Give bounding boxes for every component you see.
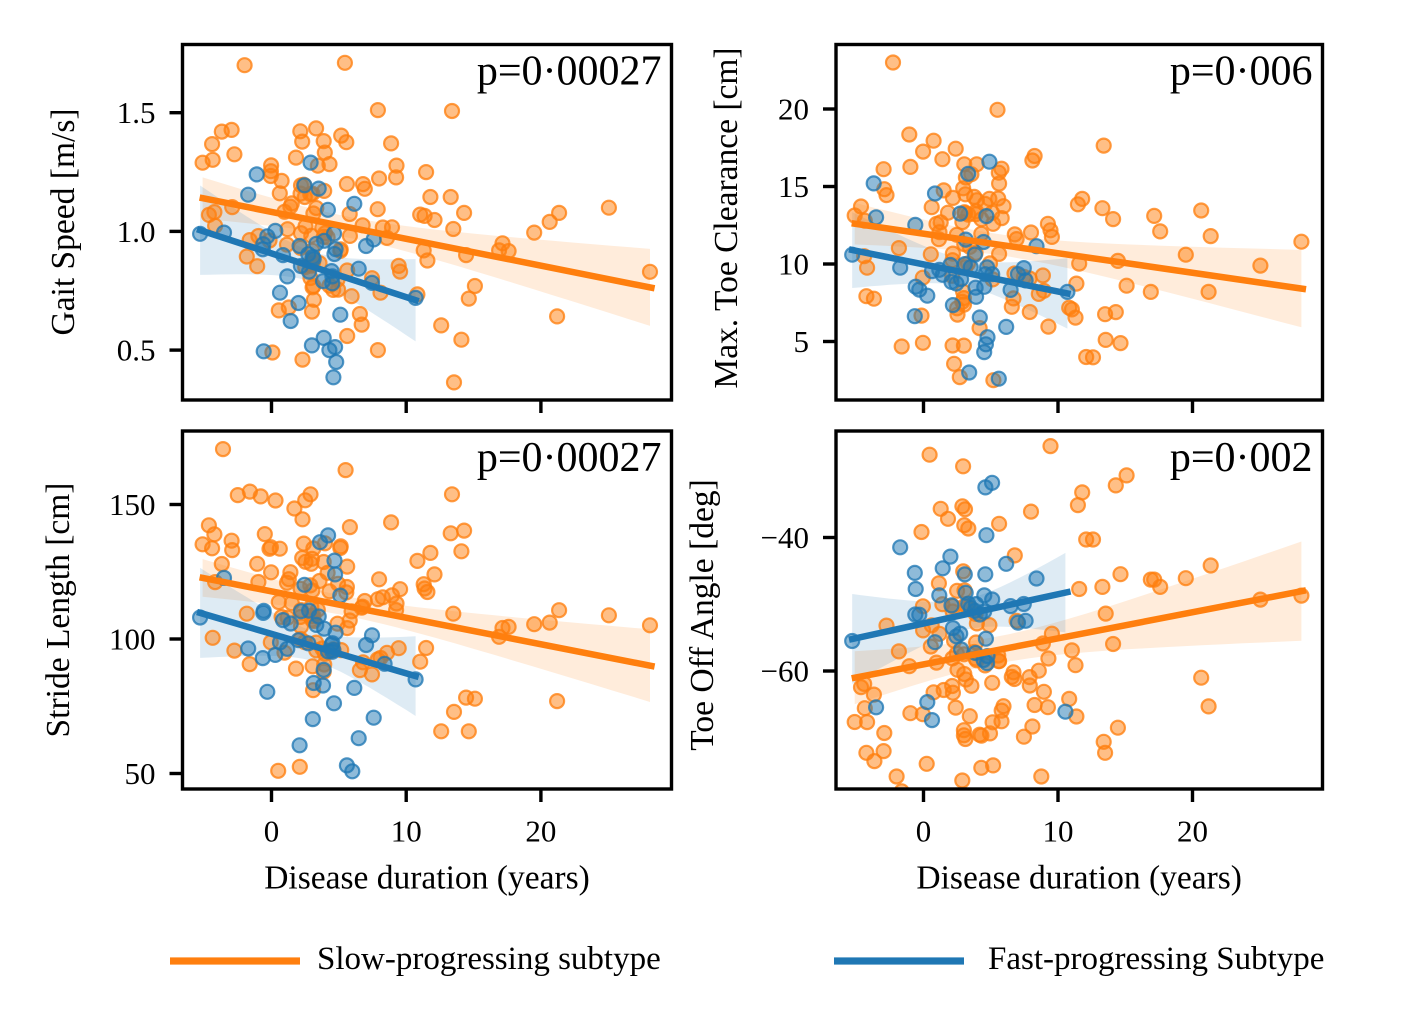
svg-text:0: 0 <box>264 814 280 849</box>
svg-text:1.5: 1.5 <box>117 95 156 130</box>
svg-text:Toe Off Angle [deg]: Toe Off Angle [deg] <box>684 479 721 750</box>
svg-text:10: 10 <box>1043 814 1074 849</box>
svg-text:Fast-progressing Subtype: Fast-progressing Subtype <box>988 941 1324 977</box>
svg-text:1.0: 1.0 <box>117 214 156 249</box>
svg-text:Disease duration (years): Disease duration (years) <box>916 860 1242 897</box>
svg-text:Stride Length [cm]: Stride Length [cm] <box>40 483 77 738</box>
svg-text:p=0·006: p=0·006 <box>1170 49 1313 95</box>
svg-text:150: 150 <box>109 487 156 522</box>
svg-text:0.5: 0.5 <box>117 333 156 368</box>
svg-text:20: 20 <box>525 814 556 849</box>
svg-text:100: 100 <box>109 621 156 656</box>
svg-text:p=0·00027: p=0·00027 <box>477 435 662 481</box>
svg-text:Slow-progressing subtype: Slow-progressing subtype <box>317 941 661 977</box>
svg-text:10: 10 <box>391 814 422 849</box>
svg-text:−40: −40 <box>761 520 809 555</box>
svg-text:Disease duration (years): Disease duration (years) <box>264 860 590 897</box>
svg-text:10: 10 <box>778 246 809 281</box>
svg-text:−60: −60 <box>761 653 809 688</box>
svg-text:p=0·00027: p=0·00027 <box>477 49 662 95</box>
svg-text:50: 50 <box>125 756 156 791</box>
svg-text:p=0·002: p=0·002 <box>1170 435 1313 481</box>
svg-text:Max. Toe Clearance [cm]: Max. Toe Clearance [cm] <box>708 47 745 388</box>
svg-text:20: 20 <box>778 91 809 126</box>
svg-text:0: 0 <box>916 814 932 849</box>
svg-text:5: 5 <box>794 324 810 359</box>
svg-text:15: 15 <box>778 169 809 204</box>
svg-text:Gait Speed [m/s]: Gait Speed [m/s] <box>45 108 82 335</box>
svg-text:20: 20 <box>1177 814 1208 849</box>
